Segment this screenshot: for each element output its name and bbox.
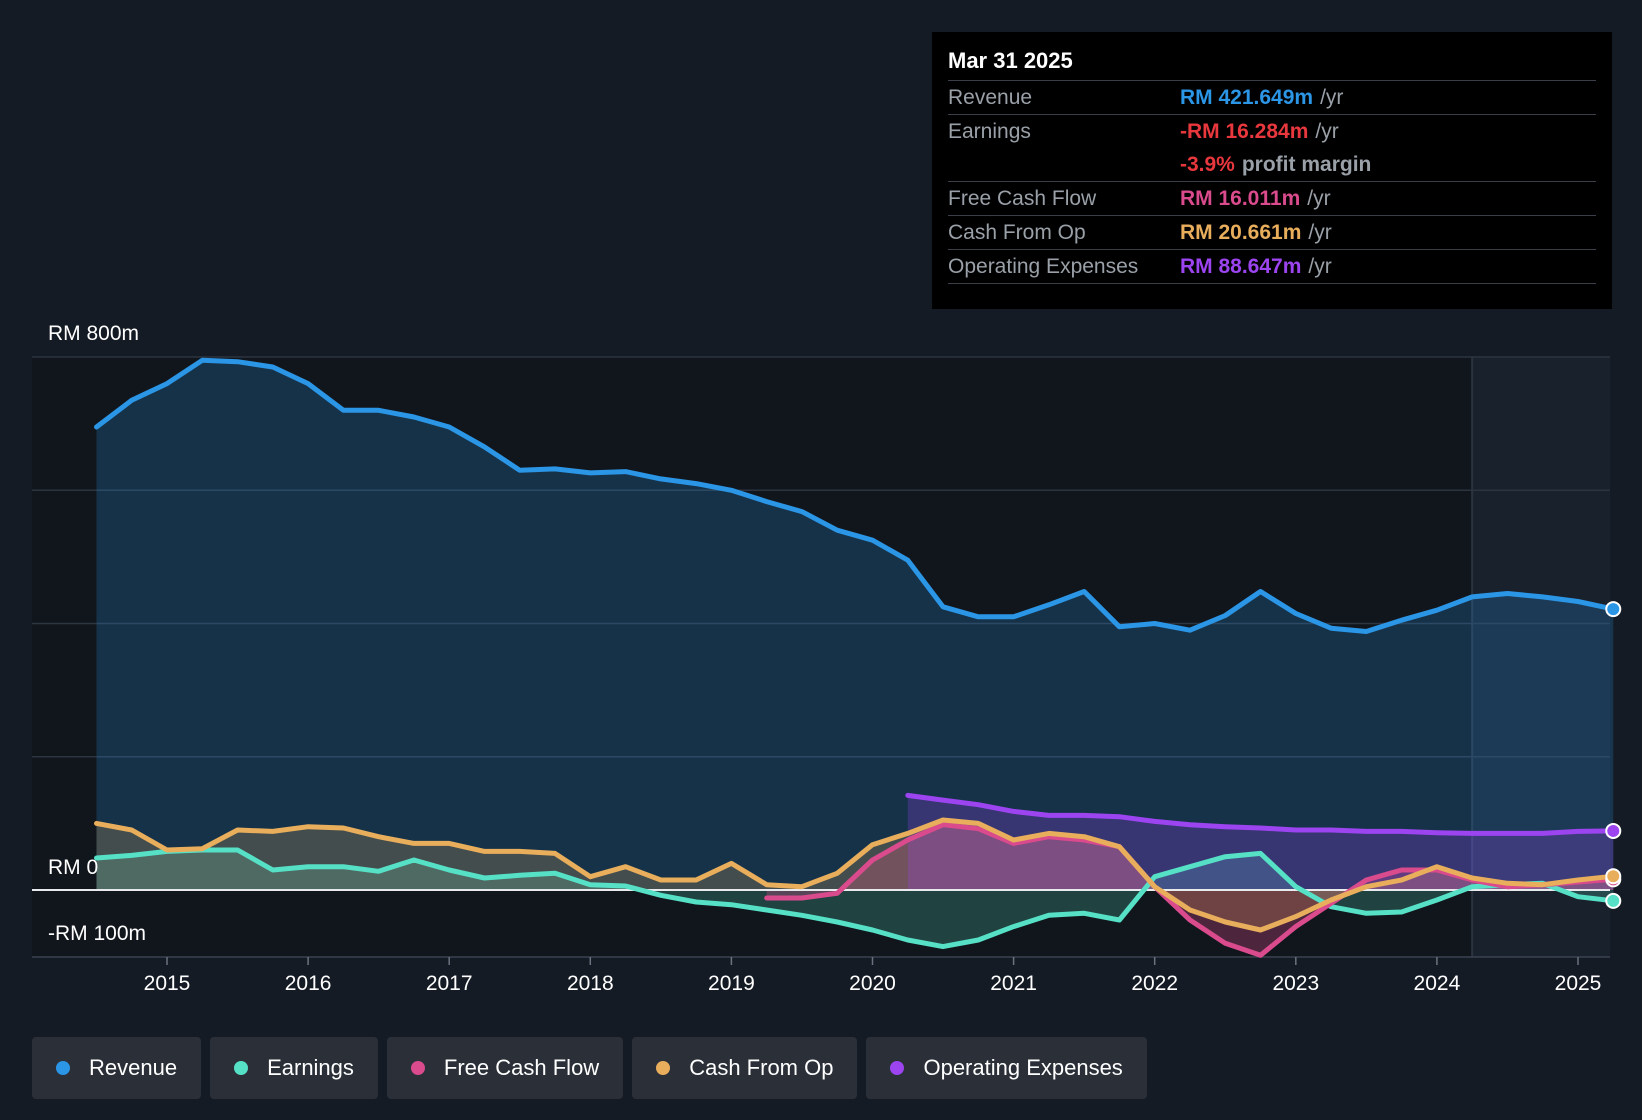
line-operating-expenses	[905, 792, 1616, 836]
x-tick-label: 2018	[567, 972, 614, 995]
x-tick-label: 2021	[990, 972, 1037, 995]
line-cash-from-op	[94, 817, 1616, 933]
tooltip-row-value: RM 20.661m	[1180, 220, 1302, 244]
y-label-bottom: -RM 100m	[48, 922, 146, 945]
legend-dot-icon	[410, 1061, 425, 1075]
legend-label: Earnings	[267, 1055, 354, 1080]
tooltip-date: Mar 31 2025	[948, 46, 1596, 81]
y-label-top: RM 800m	[48, 322, 139, 345]
forecast-region	[1472, 357, 1610, 957]
tooltip-row: Operating Expenses RM 88.647m/yr	[948, 250, 1596, 284]
tooltip-row-value: -3.9%	[1180, 152, 1235, 176]
tooltip-row: Cash From Op RM 20.661m/yr	[948, 216, 1596, 250]
legend-label: Free Cash Flow	[443, 1055, 600, 1080]
x-tick-label: 2019	[708, 972, 755, 995]
y-label-zero: RM 0	[48, 856, 98, 879]
legend-dot-icon	[656, 1061, 671, 1075]
tooltip-row-unit: /yr	[1320, 85, 1344, 109]
x-tick-label: 2024	[1414, 972, 1461, 995]
endpoint-operating-expenses	[1605, 822, 1622, 839]
legend-item-revenue[interactable]: Revenue	[32, 1037, 202, 1099]
x-tick-label: 2025	[1555, 972, 1602, 995]
tooltip-row-value: -RM 16.284m	[1180, 119, 1309, 143]
legend: Revenue Earnings Free Cash Flow Cash From O…	[32, 1037, 1147, 1099]
legend-item-cash-from-op[interactable]: Cash From Op	[632, 1037, 858, 1099]
area-revenue	[96, 360, 1614, 890]
area-earnings	[96, 850, 1614, 947]
line-earnings	[94, 847, 1616, 950]
tooltip-row-value: RM 421.649m	[1180, 85, 1314, 109]
legend-label: Operating Expenses	[923, 1055, 1123, 1080]
endpoint-earnings	[1605, 892, 1622, 909]
legend-item-operating-expenses[interactable]: Operating Expenses	[866, 1037, 1147, 1099]
x-tick-label: 2023	[1272, 972, 1319, 995]
legend-item-free-cash-flow[interactable]: Free Cash Flow	[386, 1037, 624, 1099]
tooltip-row-label: Revenue	[948, 85, 1033, 109]
tooltip-row-label: Operating Expenses	[948, 254, 1139, 278]
tooltip-row-unit: /yr	[1308, 254, 1332, 278]
tooltip-row-value: RM 16.011m	[1180, 186, 1301, 210]
tooltip-row-unit: /yr	[1307, 186, 1331, 210]
x-tick-label: 2016	[285, 972, 332, 995]
x-tick-label: 2020	[849, 972, 896, 995]
x-tick-label: 2015	[144, 972, 191, 995]
line-revenue	[94, 357, 1616, 634]
tooltip-row-unit: profit margin	[1241, 152, 1372, 176]
tooltip-row-label: Free Cash Flow	[948, 186, 1097, 210]
endpoint-cash-from-op	[1605, 868, 1622, 885]
tooltip-row-unit: /yr	[1308, 220, 1332, 244]
legend-item-earnings[interactable]: Earnings	[210, 1037, 378, 1099]
legend-dot-icon	[890, 1061, 905, 1075]
legend-label: Revenue	[89, 1055, 178, 1080]
x-tick-label: 2022	[1131, 972, 1178, 995]
tooltip-row: -3.9% profit margin	[948, 148, 1596, 182]
legend-dot-icon	[56, 1061, 70, 1075]
tooltip-row-label: Cash From Op	[948, 220, 1086, 244]
legend-dot-icon	[234, 1061, 249, 1075]
tooltip-row: Free Cash Flow RM 16.011m/yr	[948, 182, 1596, 216]
tooltip-row: Revenue RM 421.649m/yr	[948, 81, 1596, 115]
tooltip-panel: Mar 31 2025 Revenue RM 421.649m/yr Earning…	[932, 32, 1612, 309]
tooltip-row-label: Earnings	[948, 119, 1031, 143]
endpoint-revenue	[1605, 601, 1622, 618]
tooltip-row-unit: /yr	[1315, 119, 1339, 143]
legend-label: Cash From Op	[689, 1055, 834, 1080]
tooltip-row: Earnings -RM 16.284m/yr	[948, 115, 1596, 148]
x-tick-label: 2017	[426, 972, 473, 995]
tooltip-row-value: RM 88.647m	[1180, 254, 1302, 278]
